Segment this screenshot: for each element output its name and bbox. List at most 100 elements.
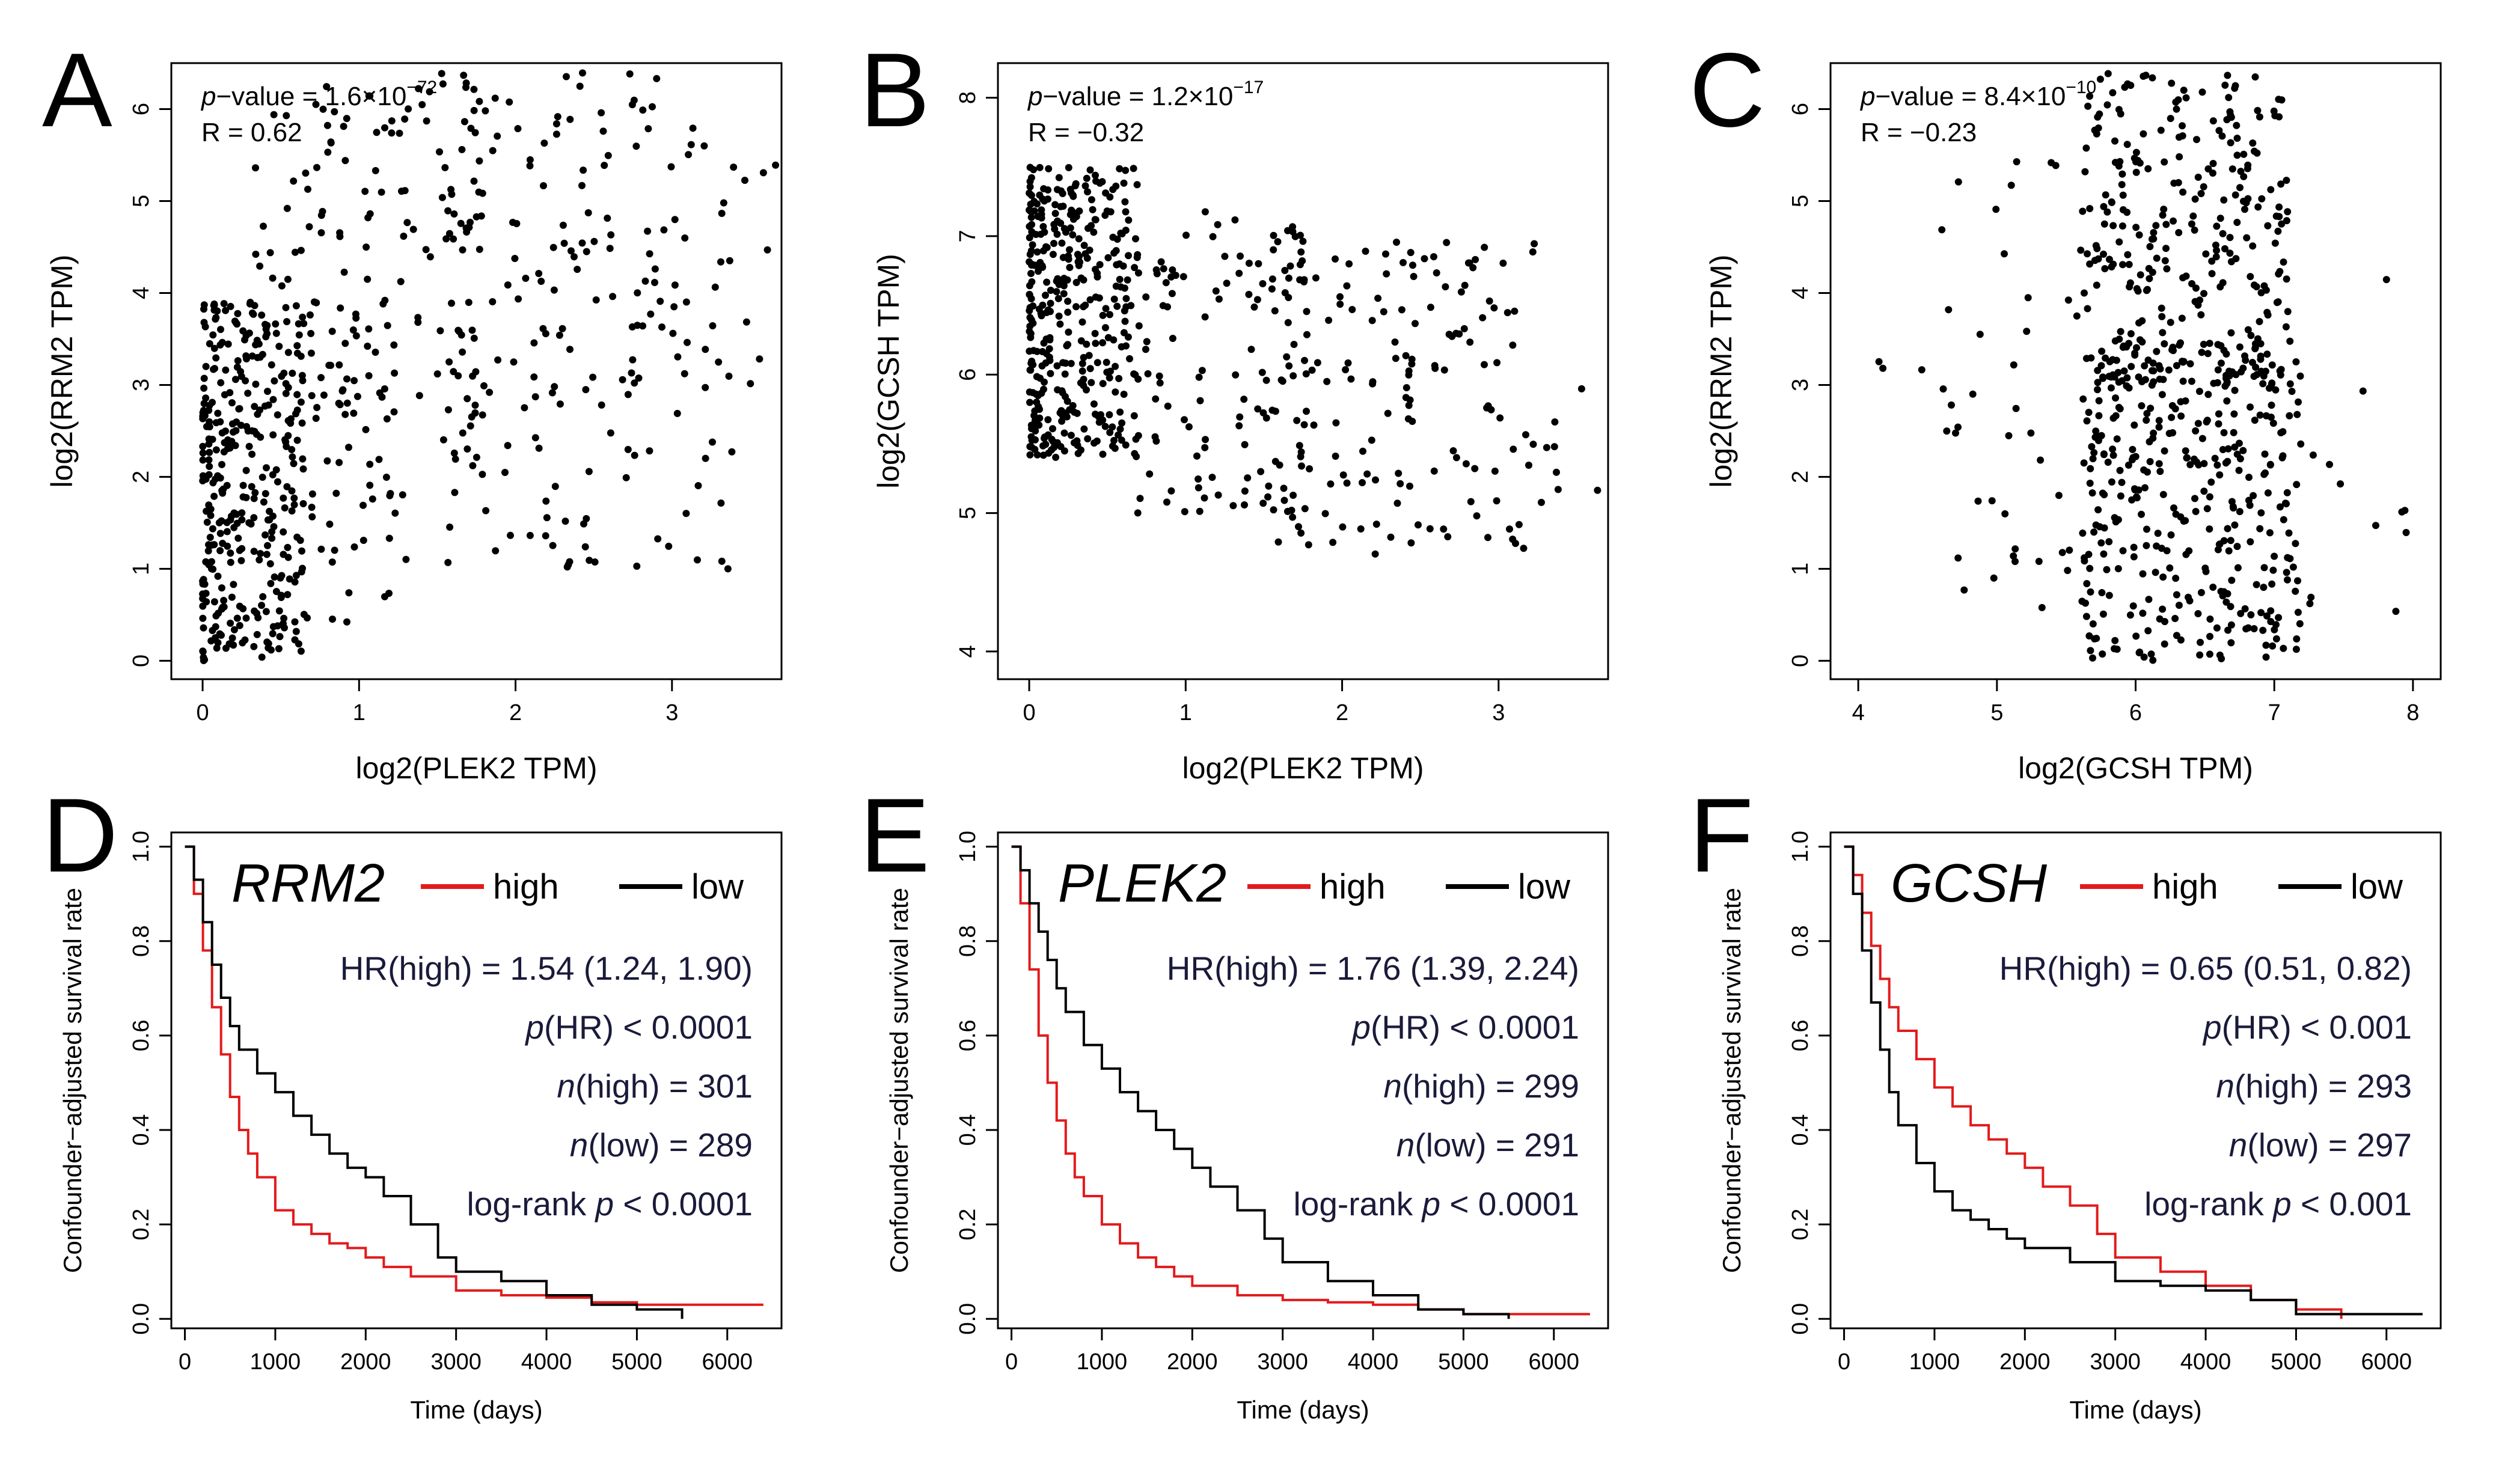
scatter-point — [1325, 316, 1333, 324]
scatter-point — [656, 298, 664, 305]
scatter-point — [223, 528, 231, 536]
scatter-point — [268, 361, 275, 368]
scatter-point — [248, 352, 256, 360]
scatter-point — [1026, 388, 1033, 396]
scatter-point — [1241, 501, 1248, 508]
scatter-point — [2306, 600, 2314, 608]
scatter-point — [1295, 523, 1302, 531]
scatter-point — [1142, 346, 1149, 353]
scatter-point — [482, 107, 489, 115]
scatter-point — [2235, 466, 2243, 474]
scatter-point — [1954, 554, 1962, 562]
scatter-point — [466, 218, 474, 226]
scatter-point — [214, 639, 222, 647]
scatter-point — [298, 419, 306, 427]
scatter-point — [501, 469, 509, 476]
y-tick-label: 0.4 — [955, 1114, 980, 1146]
scatter-point — [289, 453, 296, 461]
scatter-point — [284, 275, 292, 283]
survival-curve-high — [1011, 845, 1590, 1316]
scatter-point — [442, 235, 450, 243]
scatter-point — [2141, 484, 2149, 492]
scatter-point — [670, 303, 678, 311]
scatter-point — [391, 369, 399, 377]
scatter-point — [1104, 254, 1112, 261]
scatter-point — [2175, 229, 2183, 236]
scatter-point — [258, 653, 266, 661]
scatter-point — [233, 320, 241, 328]
scatter-point — [261, 402, 269, 410]
scatter-point — [2105, 255, 2113, 263]
y-axis-label: Confounder−adjusted survival rate — [1718, 888, 1746, 1273]
scatter-point — [492, 547, 500, 555]
scatter-point — [2150, 378, 2158, 386]
scatter-point — [550, 286, 558, 294]
scatter-point — [215, 519, 223, 527]
scatter-point — [1087, 196, 1095, 204]
scatter-point — [1065, 163, 1072, 171]
scatter-point — [489, 147, 497, 154]
scatter-point — [1135, 322, 1143, 330]
scatter-point — [486, 388, 494, 396]
scatter-point — [295, 331, 303, 339]
scatter-point — [1069, 231, 1077, 239]
scatter-point — [365, 92, 373, 100]
scatter-point — [465, 299, 473, 307]
scatter-point — [1286, 262, 1294, 270]
scatter-point — [1049, 251, 1057, 258]
scatter-point — [202, 590, 210, 597]
scatter-point — [258, 602, 266, 609]
scatter-point — [216, 418, 224, 426]
scatter-point — [1289, 492, 1297, 499]
scatter-point — [209, 331, 217, 339]
y-tick-label: 6 — [129, 103, 154, 115]
scatter-point — [463, 228, 471, 236]
scatter-point — [2112, 394, 2119, 402]
scatter-point — [1201, 494, 1208, 502]
scatter-point — [543, 514, 551, 522]
scatter-point — [1918, 366, 1926, 374]
scatter-point — [1427, 304, 1434, 311]
scatter-point — [2226, 234, 2234, 242]
scatter-point — [1471, 465, 1479, 472]
scatter-point — [2079, 207, 2087, 215]
scatter-point — [2080, 459, 2088, 467]
scatter-point — [2173, 591, 2180, 599]
scatter-point — [2209, 160, 2217, 167]
scatter-point — [366, 460, 374, 468]
scatter-point — [239, 605, 247, 612]
scatter-point — [1954, 178, 1962, 186]
scatter-point — [264, 542, 271, 549]
scatter-point — [200, 305, 207, 313]
scatter-point — [308, 513, 316, 521]
scatter-point — [379, 300, 387, 308]
y-axis-label: log2(RRM2 TPM) — [1704, 254, 1738, 487]
scatter-point — [2097, 539, 2105, 547]
scatter-point — [323, 457, 331, 465]
scatter-point — [227, 558, 234, 566]
y-tick-label: 0.6 — [955, 1019, 980, 1051]
scatter-point — [1041, 378, 1048, 386]
scatter-point — [313, 404, 321, 411]
scatter-point — [1026, 328, 1033, 335]
scatter-point — [559, 221, 567, 229]
stat-text: < 0.0001 — [614, 1185, 753, 1223]
scatter-point — [2101, 265, 2109, 272]
scatter-point — [327, 361, 334, 369]
scatter-point — [2155, 423, 2163, 431]
scatter-point — [674, 353, 682, 361]
scatter-point — [205, 440, 213, 448]
scatter-point — [2116, 405, 2124, 413]
scatter-point — [2010, 361, 2017, 369]
scatter-point — [292, 572, 300, 579]
scatter-point — [709, 322, 717, 329]
scatter-point — [375, 456, 383, 463]
scatter-point — [2280, 516, 2287, 524]
scatter-point — [234, 357, 242, 365]
scatter-point — [2161, 618, 2168, 626]
scatter-point — [282, 438, 290, 446]
scatter-point — [530, 339, 538, 347]
scatter-point — [211, 365, 218, 373]
x-tick-label: 6000 — [2361, 1349, 2412, 1375]
scatter-point — [2264, 311, 2272, 319]
